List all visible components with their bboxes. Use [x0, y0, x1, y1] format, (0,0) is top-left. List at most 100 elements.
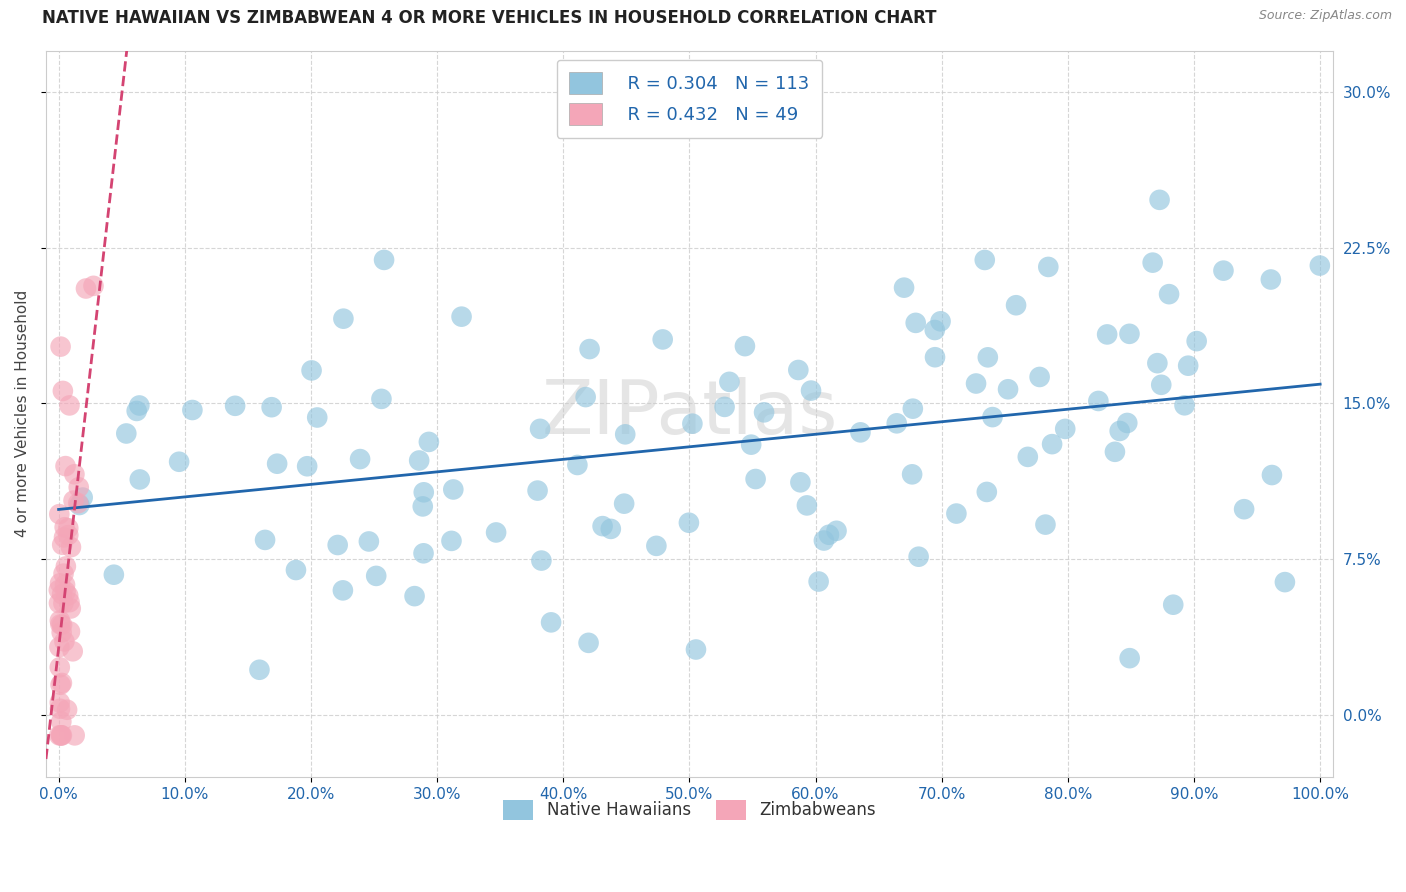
Point	[1095, 327, 1118, 342]
Point	[62, 644, 84, 658]
Point	[373, 252, 395, 267]
Point	[404, 589, 426, 603]
Point	[945, 507, 967, 521]
Point	[48, 507, 70, 521]
Point	[976, 484, 998, 499]
Point	[1157, 287, 1180, 301]
Point	[540, 615, 562, 630]
Point	[412, 500, 434, 514]
Point	[58, 595, 80, 609]
Point	[266, 457, 288, 471]
Legend: Native Hawaiians, Zimbabweans: Native Hawaiians, Zimbabweans	[496, 793, 882, 827]
Point	[75, 281, 97, 295]
Point	[52, 596, 75, 610]
Point	[901, 401, 924, 416]
Point	[818, 528, 841, 542]
Point	[326, 538, 349, 552]
Point	[1104, 445, 1126, 459]
Point	[645, 539, 668, 553]
Point	[51, 714, 73, 729]
Point	[1161, 598, 1184, 612]
Text: NATIVE HAWAIIAN VS ZIMBABWEAN 4 OR MORE VEHICLES IN HOUSEHOLD CORRELATION CHART: NATIVE HAWAIIAN VS ZIMBABWEAN 4 OR MORE …	[42, 9, 936, 27]
Point	[530, 553, 553, 567]
Point	[58, 521, 80, 535]
Point	[1118, 326, 1140, 341]
Point	[529, 422, 551, 436]
Point	[55, 459, 77, 474]
Point	[49, 702, 72, 716]
Point	[53, 520, 76, 534]
Point	[713, 400, 735, 414]
Point	[51, 538, 73, 552]
Point	[59, 540, 82, 554]
Point	[685, 642, 707, 657]
Point	[366, 569, 388, 583]
Point	[901, 467, 924, 482]
Point	[1118, 651, 1140, 665]
Point	[575, 390, 598, 404]
Point	[929, 314, 952, 328]
Point	[1150, 377, 1173, 392]
Point	[924, 350, 946, 364]
Point	[734, 339, 756, 353]
Point	[1261, 468, 1284, 483]
Point	[526, 483, 548, 498]
Point	[1173, 398, 1195, 412]
Point	[1212, 263, 1234, 277]
Point	[49, 614, 72, 628]
Point	[58, 528, 80, 542]
Point	[718, 375, 741, 389]
Point	[349, 452, 371, 467]
Point	[1274, 575, 1296, 590]
Point	[800, 384, 823, 398]
Point	[181, 403, 204, 417]
Point	[450, 310, 472, 324]
Point	[63, 728, 86, 742]
Point	[578, 342, 600, 356]
Point	[51, 625, 73, 640]
Point	[56, 703, 79, 717]
Point	[103, 567, 125, 582]
Point	[59, 601, 82, 615]
Point	[49, 728, 72, 742]
Point	[49, 678, 72, 692]
Point	[789, 475, 811, 490]
Point	[977, 351, 1000, 365]
Point	[49, 728, 72, 742]
Point	[1038, 260, 1060, 274]
Point	[58, 399, 80, 413]
Point	[1260, 272, 1282, 286]
Point	[1309, 259, 1331, 273]
Point	[567, 458, 589, 472]
Point	[1116, 416, 1139, 430]
Point	[254, 533, 277, 547]
Point	[796, 499, 818, 513]
Point	[1185, 334, 1208, 348]
Point	[51, 728, 73, 742]
Point	[1017, 450, 1039, 464]
Point	[924, 323, 946, 337]
Point	[1233, 502, 1256, 516]
Point	[1177, 359, 1199, 373]
Point	[997, 382, 1019, 396]
Point	[981, 410, 1004, 425]
Point	[224, 399, 246, 413]
Point	[260, 400, 283, 414]
Point	[48, 728, 70, 742]
Point	[52, 384, 75, 398]
Point	[249, 663, 271, 677]
Point	[599, 522, 621, 536]
Point	[1146, 356, 1168, 370]
Text: Source: ZipAtlas.com: Source: ZipAtlas.com	[1258, 9, 1392, 22]
Point	[49, 617, 72, 632]
Point	[740, 437, 762, 451]
Point	[849, 425, 872, 440]
Point	[82, 278, 104, 293]
Point	[1142, 255, 1164, 269]
Point	[49, 660, 72, 674]
Point	[965, 376, 987, 391]
Point	[128, 399, 150, 413]
Point	[441, 483, 464, 497]
Point	[115, 426, 138, 441]
Point	[807, 574, 830, 589]
